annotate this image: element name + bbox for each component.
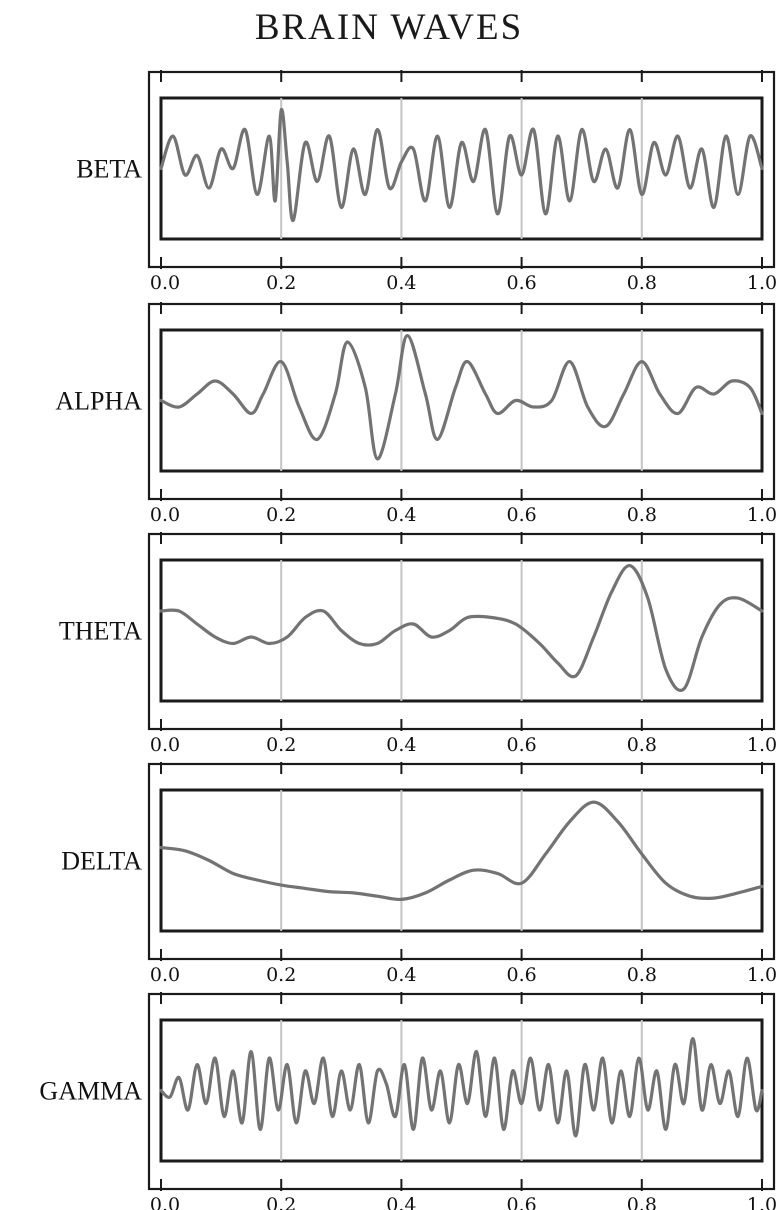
tick-label: 0.8: [627, 504, 657, 526]
series-line-beta: [159, 107, 764, 223]
tick-label: 0.2: [266, 734, 296, 756]
tick-label: 0.0: [150, 964, 180, 986]
tick-label: 0.4: [386, 1194, 416, 1210]
panel-outer-frame: [147, 762, 776, 961]
tick-label: 1.0: [747, 734, 777, 756]
panel-outer-frame: [147, 992, 776, 1191]
panel-delta: DELTA 0.0 0.2 0.4 0.6 0.8 1.0: [61, 762, 777, 986]
tick-label: 0.4: [386, 272, 416, 294]
tick-label: 0.2: [266, 504, 296, 526]
panel-label-beta: BETA: [76, 155, 142, 184]
panel-outer-frame: [147, 302, 776, 501]
tick-label: 1.0: [747, 964, 777, 986]
chart-title: BRAIN WAVES: [254, 7, 524, 48]
tick-label: 0.6: [506, 734, 536, 756]
series-line-gamma: [159, 1036, 764, 1138]
tick-label: 1.0: [747, 272, 777, 294]
tick-label: 0.4: [386, 734, 416, 756]
tick-label: 0.2: [266, 1194, 296, 1210]
series-line-theta: [159, 564, 764, 692]
panel-outer-frame: [147, 532, 776, 731]
panel-gamma: GAMMA 0.0 0.2 0.4 0.6 0.8 1.0: [39, 992, 777, 1210]
panel-label-alpha: ALPHA: [55, 387, 142, 416]
panel-inner-frame: [159, 558, 764, 703]
tick-label: 0.0: [150, 504, 180, 526]
tick-label: 0.6: [506, 504, 536, 526]
series-line-alpha: [159, 334, 764, 461]
tick-label: 0.0: [150, 734, 180, 756]
panel-label-gamma: GAMMA: [39, 1077, 142, 1106]
panel-inner-frame: [159, 788, 764, 933]
panel-label-delta: DELTA: [61, 847, 142, 876]
tick-label: 0.6: [506, 272, 536, 294]
panel-beta: BETA 0.0 0.2 0.4 0.6 0.8 1.0: [76, 70, 777, 294]
tick-label: 1.0: [747, 504, 777, 526]
tick-label: 0.2: [266, 272, 296, 294]
tick-label: 1.0: [747, 1194, 777, 1210]
tick-label: 0.0: [150, 272, 180, 294]
tick-label: 0.8: [627, 1194, 657, 1210]
panel-alpha: ALPHA 0.0 0.2 0.4 0.6 0.8 1.0: [55, 302, 777, 526]
tick-label: 0.6: [506, 964, 536, 986]
panel-inner-frame: [159, 328, 764, 473]
tick-label: 0.6: [506, 1194, 536, 1210]
panel-label-theta: THETA: [59, 617, 142, 646]
panel-outer-frame: [147, 70, 776, 269]
tick-label: 0.8: [627, 964, 657, 986]
series-line-delta: [159, 800, 764, 902]
tick-label: 0.4: [386, 504, 416, 526]
tick-label: 0.8: [627, 734, 657, 756]
tick-label: 0.2: [266, 964, 296, 986]
tick-label: 0.0: [150, 1194, 180, 1210]
panel-theta: THETA 0.0 0.2 0.4 0.6 0.8 1.0: [59, 532, 777, 756]
tick-label: 0.8: [627, 272, 657, 294]
tick-label: 0.4: [386, 964, 416, 986]
